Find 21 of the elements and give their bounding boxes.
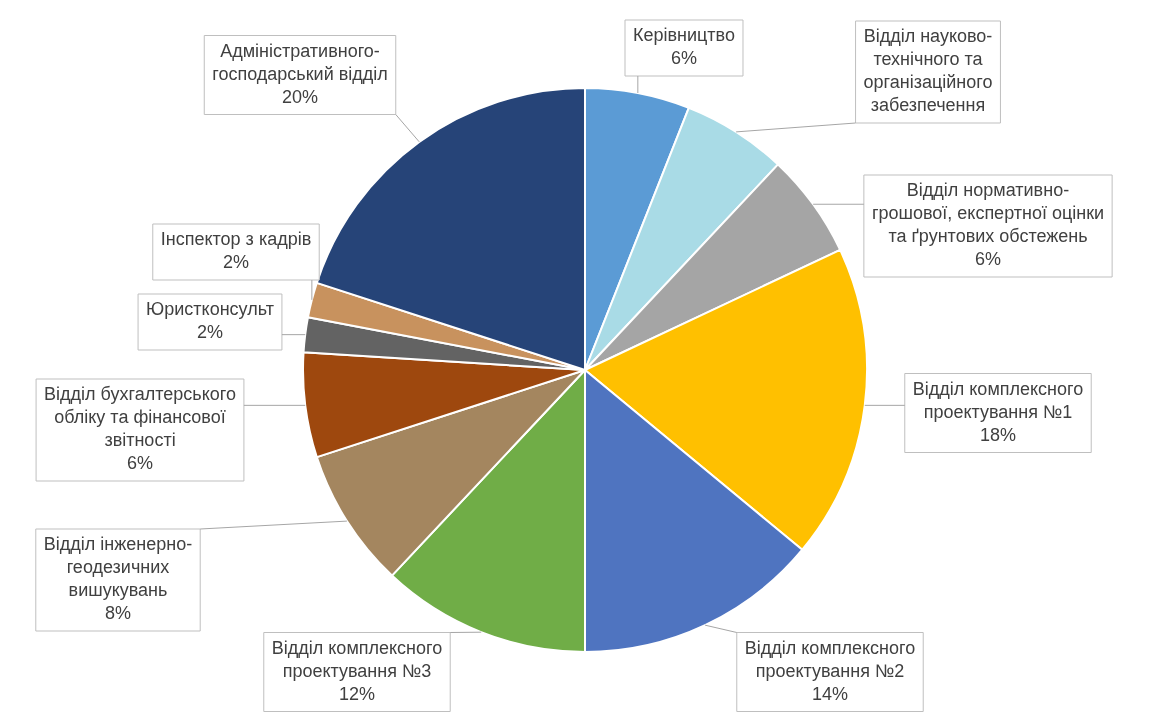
data-label: 6% bbox=[974, 249, 1002, 270]
data-label: 6% bbox=[126, 453, 154, 474]
data-label: 6% bbox=[670, 48, 698, 69]
slice-label: Відділ комплексного проектування №2 bbox=[744, 637, 916, 681]
slice-label: Відділ комплексного проектування №1 bbox=[912, 378, 1084, 422]
data-label: 2% bbox=[222, 252, 250, 273]
data-label: 12% bbox=[338, 683, 376, 704]
data-label: 18% bbox=[979, 424, 1017, 445]
slice-label: Відділ науково-технічного та організаційного забезпечення bbox=[863, 26, 993, 116]
slice-label: Керівництво bbox=[633, 25, 735, 46]
slice-label: Інспектор з кадрів bbox=[160, 229, 312, 250]
slice-label: Відділ нормативно-грошової, експертної оцінки та ґрунтових обстежень bbox=[871, 180, 1105, 247]
data-label: 8% bbox=[104, 603, 132, 624]
slice-label: Відділ комплексного проектування №3 bbox=[271, 637, 443, 681]
data-label: 20% bbox=[281, 86, 319, 107]
slice-label: Юристконсульт bbox=[146, 299, 274, 320]
slice-label: Відділ інженерно-геодезичних вишукувань bbox=[43, 534, 193, 601]
slice-label: Адміністративного-господарський відділ bbox=[212, 40, 388, 84]
data-label: 2% bbox=[196, 322, 224, 343]
slice-label: Відділ бухгалтерського обліку та фінансової звітності bbox=[44, 384, 236, 451]
data-label: 14% bbox=[811, 683, 849, 704]
